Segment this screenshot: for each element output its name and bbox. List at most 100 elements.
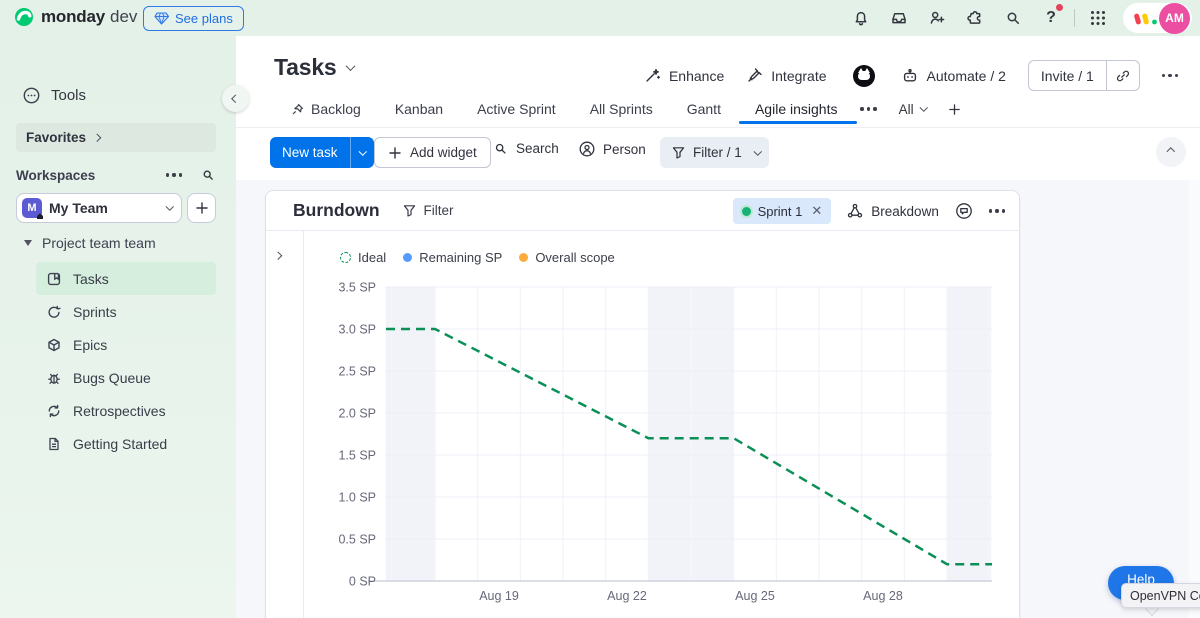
- tab-options-icon[interactable]: [854, 107, 882, 111]
- filter-label: Filter / 1: [693, 145, 742, 160]
- board-options-icon[interactable]: [1161, 73, 1178, 78]
- board-content: Burndown Filter Sprint 1 ✕: [236, 180, 1200, 618]
- legend-item-overall-scope[interactable]: Overall scope: [519, 250, 615, 265]
- group-label: Project team team: [42, 235, 156, 251]
- add-view-button[interactable]: [948, 103, 961, 116]
- filter-dropdown[interactable]: [753, 137, 770, 168]
- retro-cycle-icon: [48, 404, 60, 417]
- chevron-down-icon: [753, 147, 762, 155]
- integrate-button[interactable]: Integrate: [746, 67, 827, 84]
- enhance-label: Enhance: [668, 67, 725, 84]
- breakdown-button[interactable]: Breakdown: [846, 202, 939, 220]
- board-title-menu[interactable]: Tasks: [274, 54, 355, 81]
- person-icon: [579, 141, 595, 157]
- tools-label: Tools: [51, 87, 87, 104]
- new-task-dropdown[interactable]: [349, 137, 375, 168]
- scrollbar-track[interactable]: [1189, 180, 1200, 618]
- invite-button[interactable]: Invite / 1: [1027, 60, 1140, 91]
- avatar[interactable]: AM: [1159, 2, 1190, 34]
- automate-label: Automate / 2: [926, 67, 1006, 84]
- sidebar-item-getting-started[interactable]: Getting Started: [36, 427, 216, 460]
- inbox-icon[interactable]: [880, 0, 918, 36]
- tab-agile-insights[interactable]: Agile insights: [754, 101, 838, 117]
- widget-options-icon[interactable]: [988, 209, 1005, 213]
- invite-members-icon[interactable]: [918, 0, 956, 36]
- legend-item-remaining-sp[interactable]: Remaining SP: [403, 250, 502, 265]
- tab-active-sprint[interactable]: Active Sprint: [477, 101, 556, 117]
- home-icon: [37, 213, 43, 219]
- workspaces-options-icon[interactable]: [165, 173, 182, 177]
- document-icon: [49, 437, 59, 450]
- expand-panel-button[interactable]: [273, 245, 282, 263]
- monday-logo-mark-icon: [1134, 13, 1157, 24]
- brand-name: monday: [41, 7, 105, 26]
- svg-text:2.5 SP: 2.5 SP: [338, 365, 376, 379]
- svg-text:Aug 19: Aug 19: [479, 589, 519, 603]
- apps-marketplace-icon[interactable]: [956, 0, 994, 36]
- close-icon[interactable]: ✕: [811, 203, 823, 218]
- breakdown-icon: [848, 203, 863, 218]
- burndown-widget: Burndown Filter Sprint 1 ✕: [265, 190, 1020, 618]
- tab-all-sprints[interactable]: All Sprints: [589, 101, 653, 117]
- see-plans-button[interactable]: See plans: [143, 6, 244, 31]
- account-pill[interactable]: AM: [1123, 2, 1192, 34]
- help-icon[interactable]: ?: [1032, 0, 1070, 36]
- sidebar-item-epics[interactable]: Epics: [36, 328, 216, 361]
- views-filter-dropdown[interactable]: All: [899, 102, 928, 117]
- new-task-button[interactable]: New task: [270, 137, 375, 168]
- plug-icon: [748, 68, 762, 82]
- svg-text:3.0 SP: 3.0 SP: [338, 323, 376, 337]
- magic-wand-icon: [646, 68, 660, 82]
- tab-gantt[interactable]: Gantt: [686, 101, 721, 117]
- sidebar-favorites[interactable]: Favorites: [16, 123, 216, 152]
- filter-button[interactable]: Filter / 1: [660, 137, 770, 168]
- sprint-chip[interactable]: Sprint 1 ✕: [732, 198, 832, 224]
- brand[interactable]: monday dev: [14, 7, 137, 27]
- add-workspace-button[interactable]: [187, 193, 216, 223]
- sidebar-item-tasks[interactable]: Tasks: [36, 262, 216, 295]
- github-badge[interactable]: [849, 61, 878, 90]
- sidebar-item-retrospectives[interactable]: Retrospectives: [36, 394, 216, 427]
- pin-icon: [292, 103, 303, 114]
- copy-link-icon[interactable]: [1105, 61, 1139, 90]
- dot-marker: [403, 253, 413, 262]
- feedback-icon[interactable]: [954, 201, 974, 221]
- widget-title: Burndown: [293, 200, 380, 220]
- burndown-chart: 0 SP 0.5 SP 1.0 SP 1.5 SP 2.0 SP 2.5 SP 3.0 SP…: [304, 231, 1020, 618]
- tab-backlog[interactable]: Backlog: [274, 90, 378, 128]
- widget-filter-button[interactable]: Filter: [402, 203, 454, 218]
- page-header: Tasks Enhance Integrate: [236, 36, 1200, 180]
- search-icon[interactable]: [994, 0, 1032, 36]
- automate-button[interactable]: Automate / 2: [901, 67, 1006, 85]
- favorites-label: Favorites: [26, 130, 87, 145]
- person-filter-button[interactable]: Person: [578, 140, 646, 158]
- gem-icon: [154, 12, 169, 25]
- sidebar: Tools Favorites Workspaces M My Team: [0, 36, 249, 618]
- funnel-icon: [672, 147, 685, 159]
- sidebar-collapse-button[interactable]: [222, 85, 249, 112]
- sidebar-item-bugs-queue[interactable]: Bugs Queue: [36, 361, 216, 394]
- sidebar-item-label: Sprints: [73, 303, 117, 320]
- workspaces-row: Workspaces: [16, 167, 216, 183]
- tabs-row: Backlog Kanban Active Sprint All Sprints…: [236, 90, 1200, 128]
- apps-grid-icon[interactable]: [1079, 0, 1117, 36]
- workspaces-search-icon[interactable]: [200, 167, 216, 183]
- sidebar-tools[interactable]: Tools: [22, 86, 86, 105]
- header-actions: Enhance Integrate Automate / 2 Invite / …: [644, 60, 1178, 91]
- openvpn-tooltip: OpenVPN Co: [1121, 583, 1200, 608]
- workspace-selector[interactable]: M My Team: [16, 193, 182, 223]
- svg-text:2.0 SP: 2.0 SP: [338, 407, 376, 421]
- sidebar-group-project-team[interactable]: Project team team: [24, 235, 156, 251]
- collapse-header-button[interactable]: [1156, 137, 1186, 167]
- robot-icon: [903, 68, 916, 82]
- workspaces-label: Workspaces: [16, 167, 96, 183]
- sidebar-item-sprints[interactable]: Sprints: [36, 295, 216, 328]
- legend-item-ideal[interactable]: Ideal: [340, 250, 386, 265]
- enhance-button[interactable]: Enhance: [644, 67, 724, 84]
- add-widget-button[interactable]: Add widget: [374, 137, 491, 168]
- chevron-down-icon: [919, 103, 928, 112]
- search-button[interactable]: Search: [492, 140, 559, 157]
- sprint-chip-label: Sprint 1: [757, 203, 803, 219]
- notifications-bell-icon[interactable]: [842, 0, 880, 36]
- tab-kanban[interactable]: Kanban: [394, 101, 444, 117]
